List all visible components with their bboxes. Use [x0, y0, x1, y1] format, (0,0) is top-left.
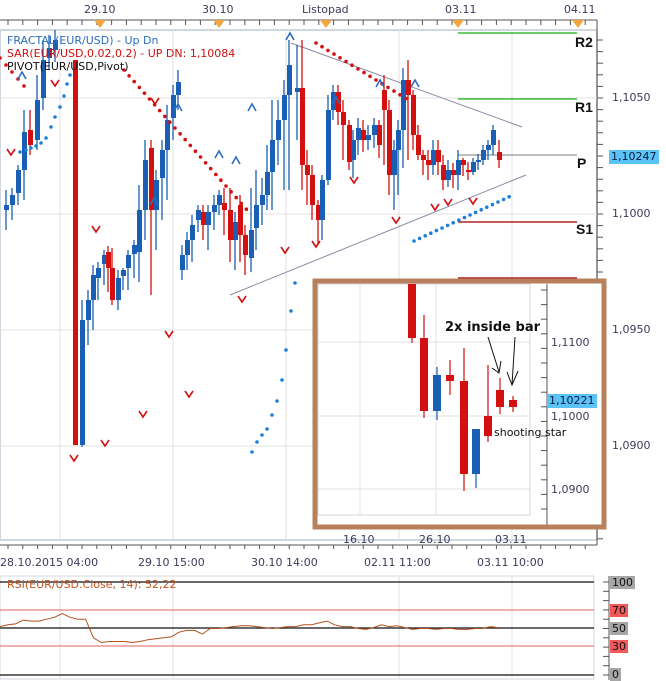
- rsi-title: RSI(EUR/USD.Close, 14): 52,22: [7, 578, 177, 591]
- inset-price-label: 1,1100: [551, 336, 590, 349]
- inset-frame: [312, 278, 607, 530]
- pivot-label-r2: R2: [575, 34, 593, 50]
- rsi-line: [0, 613, 499, 644]
- rsi-level-0: 0: [610, 668, 621, 681]
- inset-price-label: 1,0900: [551, 483, 590, 496]
- inset-price-label: 1,1000: [551, 410, 590, 423]
- bottom-axis-label: 30.10 14:00: [251, 556, 318, 569]
- legend-fractal: FRACTAL(EUR/USD) - Up Dn: [7, 34, 159, 47]
- top-axis-label: 29.10: [84, 3, 116, 16]
- session-markers: [94, 20, 584, 28]
- top-axis-label: 04.11: [564, 3, 596, 16]
- inset-time-label: 26.10: [419, 533, 451, 546]
- annotation-shooting-star: shooting star: [494, 426, 567, 439]
- legend-pivot: PIVOT(EUR/USD,Pivot): [7, 60, 129, 73]
- spike-candle: [73, 60, 78, 445]
- candlesticks: [4, 30, 502, 447]
- annotation-inside-bar: 2x inside bar: [445, 320, 540, 335]
- annotation-arrows: [487, 336, 519, 387]
- inset-current-price-tag: 1,10221: [547, 394, 597, 408]
- parabolic-sar-dots: [0, 41, 512, 454]
- bottom-axis-label: 02.11 11:00: [364, 556, 431, 569]
- pivot-label-p: P: [577, 155, 587, 171]
- pivot-lines: [458, 32, 577, 279]
- current-price-tag: 1,10247: [609, 150, 659, 164]
- bottom-axis-label: 28.10.2015 04:00: [0, 556, 99, 569]
- rsi-level-100: 100: [610, 576, 635, 589]
- rsi-level-30: 30: [610, 640, 628, 653]
- top-axis-label: 30.10: [202, 3, 234, 16]
- fractal-markers: [6, 31, 478, 463]
- pivot-label-r1: R1: [575, 99, 593, 115]
- legend-sar: SAR(EUR/USD,0.02,0.2) - UP DN: 1,10084: [7, 47, 236, 60]
- price-axis-label: 1,0900: [612, 439, 651, 452]
- inset-time-label: 16.10: [343, 533, 375, 546]
- rsi-level-70: 70: [610, 604, 628, 617]
- rsi-pane: [0, 575, 610, 680]
- inset-time-label: 03.11: [495, 533, 527, 546]
- price-axis-label: 1,1050: [612, 91, 651, 104]
- rsi-level-50: 50: [610, 622, 628, 635]
- price-axis-label: 1,1000: [612, 207, 651, 220]
- top-time-axis: [0, 19, 597, 28]
- top-axis-label: 03.11: [445, 3, 477, 16]
- price-axis-label: 1,0950: [612, 323, 651, 336]
- bottom-axis-label: 03.11 10:00: [477, 556, 544, 569]
- pivot-label-s1: S1: [576, 221, 594, 237]
- bottom-axis-label: 29.10 15:00: [138, 556, 205, 569]
- top-axis-label: Listopad: [302, 3, 349, 16]
